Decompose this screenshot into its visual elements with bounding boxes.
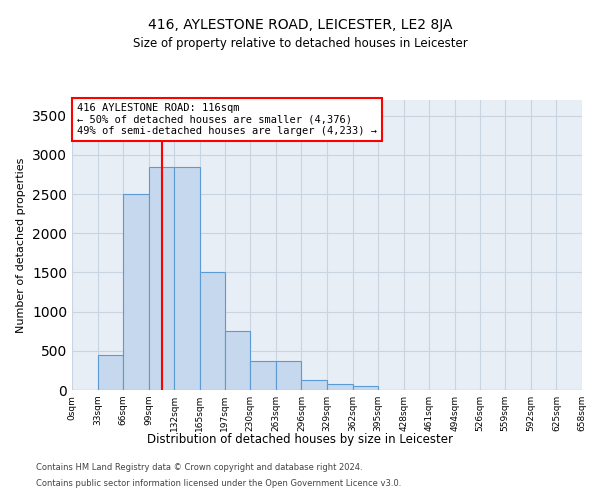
Bar [175, 166, 200, 390]
Bar [149, 166, 175, 390]
Bar [224, 331, 250, 390]
Bar [200, 272, 224, 390]
Bar [327, 384, 353, 390]
Bar [353, 386, 378, 390]
Text: Contains public sector information licensed under the Open Government Licence v3: Contains public sector information licen… [36, 478, 401, 488]
Bar [250, 360, 276, 390]
Bar [276, 360, 301, 390]
Bar [98, 354, 123, 390]
Text: 416, AYLESTONE ROAD, LEICESTER, LE2 8JA: 416, AYLESTONE ROAD, LEICESTER, LE2 8JA [148, 18, 452, 32]
Text: Contains HM Land Registry data © Crown copyright and database right 2024.: Contains HM Land Registry data © Crown c… [36, 464, 362, 472]
Text: Size of property relative to detached houses in Leicester: Size of property relative to detached ho… [133, 38, 467, 51]
Text: Distribution of detached houses by size in Leicester: Distribution of detached houses by size … [147, 432, 453, 446]
Bar [123, 194, 149, 390]
Bar [301, 380, 327, 390]
Y-axis label: Number of detached properties: Number of detached properties [16, 158, 26, 332]
Text: 416 AYLESTONE ROAD: 116sqm
← 50% of detached houses are smaller (4,376)
49% of s: 416 AYLESTONE ROAD: 116sqm ← 50% of deta… [77, 103, 377, 136]
